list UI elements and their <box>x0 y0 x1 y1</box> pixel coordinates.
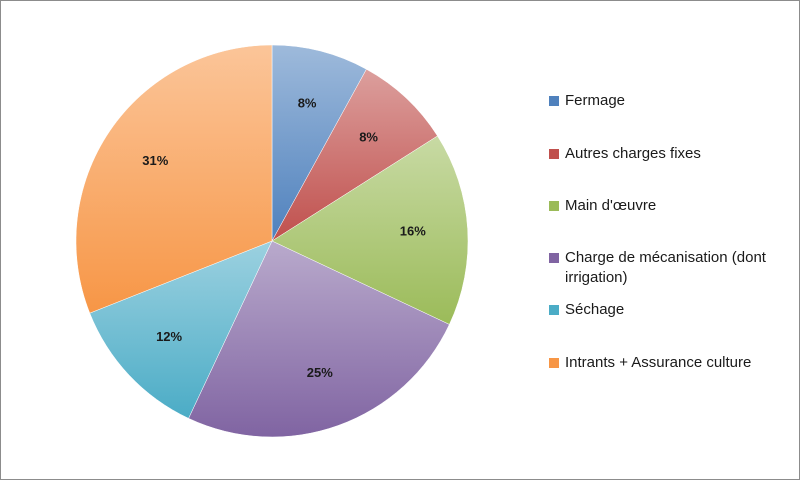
legend-label: Autres charges fixes <box>565 145 701 162</box>
pie-slice-label-sechage: 12% <box>156 329 182 344</box>
legend-swatch <box>549 201 559 211</box>
legend-item-sechage: Séchage <box>549 300 789 320</box>
legend-label: Fermage <box>565 92 626 109</box>
legend-label: Intrants + Assurance culture <box>565 354 752 371</box>
pie-slice-label-main-d-oeuvre: 16% <box>400 224 426 239</box>
legend-item-fermage: Fermage <box>549 91 789 111</box>
legend-label: Charge de mécanisation (dont irrigation) <box>565 249 766 286</box>
pie-slice-labels: 8% 8% 16% 25% 12% 31% <box>142 96 426 380</box>
pie-slices <box>75 44 469 438</box>
pie-slice-label-fermage: 8% <box>298 96 317 111</box>
legend-swatch <box>549 96 559 106</box>
legend-item-autres-charges-fixes: Autres charges fixes <box>549 144 789 164</box>
legend-swatch <box>549 253 559 263</box>
legend-item-intrants-assurance-culture: Intrants + Assurance culture <box>549 353 789 373</box>
pie-slice-label-intrants-assurance-culture: 31% <box>142 153 168 168</box>
legend-swatch <box>549 358 559 368</box>
legend: Fermage Autres charges fixes Main d'œuvr… <box>549 1 795 479</box>
pie-chart: 8% 8% 16% 25% 12% 31% <box>75 44 469 438</box>
pie-slice-autres-charges-fixes <box>271 68 438 242</box>
legend-item-charge-de-mecanisation: Charge de mécanisation (dont irrigation) <box>549 248 789 288</box>
legend-swatch <box>549 149 559 159</box>
legend-item-main-d-oeuvre: Main d'œuvre <box>549 196 789 216</box>
pie-slice-label-autres-charges-fixes: 8% <box>359 130 378 145</box>
legend-label: Main d'œuvre <box>565 197 657 214</box>
pie-slice-intrants-assurance-culture <box>75 44 273 314</box>
legend-swatch <box>549 305 559 315</box>
pie-slice-charge-de-mecanisation <box>188 240 450 438</box>
pie-slice-main-d-oeuvre <box>271 135 469 325</box>
pie-slice-fermage <box>271 44 367 242</box>
pie-slice-label-charge-de-mecanisation: 25% <box>307 365 333 380</box>
pie-slice-sechage <box>89 240 273 419</box>
legend-label: Séchage <box>565 301 625 318</box>
